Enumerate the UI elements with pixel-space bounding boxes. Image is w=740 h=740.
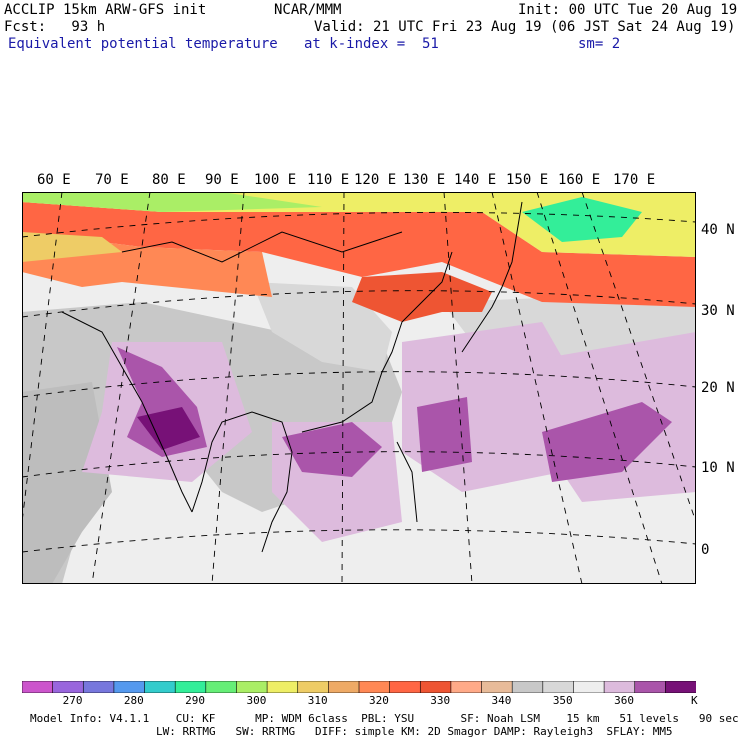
meridian-150e bbox=[536, 192, 663, 584]
parallel-0 bbox=[22, 529, 696, 553]
colorbar-swatch-0 bbox=[22, 681, 54, 693]
colorbar-swatch-15 bbox=[481, 681, 513, 693]
china-coastline bbox=[301, 251, 453, 433]
pacific-convection-band bbox=[542, 402, 672, 482]
bay-coastline bbox=[191, 411, 293, 553]
meridian-90e bbox=[211, 192, 245, 584]
institution-label: NCAR/MMM bbox=[274, 2, 342, 18]
colorbar-swatch-16 bbox=[511, 681, 544, 693]
level-label: at k-index = 51 bbox=[304, 36, 439, 52]
lon-label-1: 70 E bbox=[95, 172, 129, 188]
meridian-160e bbox=[581, 192, 696, 523]
green-cool-band bbox=[22, 192, 322, 212]
colorbar-swatch-5 bbox=[174, 681, 207, 693]
meridian-110e bbox=[341, 192, 345, 584]
colorbar-swatch-19 bbox=[603, 681, 636, 693]
western-orange-patch bbox=[22, 232, 122, 262]
colorbar-swatch-1 bbox=[52, 681, 85, 693]
lon-label-7: 130 E bbox=[403, 172, 446, 188]
colorbar-label-350: 350 bbox=[552, 694, 573, 707]
colorbar-label-340: 340 bbox=[491, 694, 512, 707]
colorbar-swatch-7 bbox=[236, 681, 268, 693]
lon-label-2: 80 E bbox=[152, 172, 186, 188]
south-china-sea-convection bbox=[282, 422, 382, 477]
meridian-70e bbox=[22, 192, 63, 523]
map-frame bbox=[22, 192, 696, 584]
lon-label-0: 60 E bbox=[37, 172, 71, 188]
monsoon-core-dark-purple bbox=[137, 407, 200, 450]
colorbar-label-300: 300 bbox=[246, 694, 267, 707]
colorbar-label-330: 330 bbox=[430, 694, 451, 707]
parallel-20n bbox=[22, 371, 696, 398]
forecast-hour: Fcst: 93 h bbox=[4, 19, 106, 35]
lon-label-5: 110 E bbox=[307, 172, 350, 188]
parallel-10n bbox=[22, 451, 696, 478]
colorbar-swatch-20 bbox=[634, 681, 667, 693]
colorbar bbox=[22, 681, 696, 693]
lat-label-0: 40 N bbox=[701, 222, 735, 238]
colorbar-swatch-17 bbox=[542, 681, 575, 693]
lon-label-4: 100 E bbox=[254, 172, 297, 188]
philippines-coastline bbox=[396, 441, 418, 523]
colorbar-swatch-12 bbox=[389, 681, 422, 693]
cool-air-mass-green bbox=[522, 197, 642, 242]
colorbar-swatch-18 bbox=[573, 681, 605, 693]
lon-label-8: 140 E bbox=[454, 172, 497, 188]
theta-e-map bbox=[22, 192, 696, 584]
meridian-130e bbox=[443, 192, 473, 584]
lat-label-2: 20 N bbox=[701, 380, 735, 396]
colorbar-label-290: 290 bbox=[185, 694, 206, 707]
lon-label-11: 170 E bbox=[613, 172, 656, 188]
smoothing-label: sm= 2 bbox=[578, 36, 621, 52]
colorbar-swatch-14 bbox=[450, 681, 483, 693]
colorbar-swatch-21 bbox=[665, 681, 696, 693]
lat-label-3: 10 N bbox=[701, 460, 735, 476]
model-info-line2: LW: RRTMG SW: RRTMG DIFF: simple KM: 2D … bbox=[156, 725, 673, 738]
red-theta-e-belt bbox=[22, 202, 696, 307]
init-time: Init: 00 UTC Tue 20 Aug 19 bbox=[518, 2, 738, 18]
lat-label-1: 30 N bbox=[701, 303, 735, 319]
colorbar-unit: K bbox=[691, 694, 698, 707]
east-asia-red-belt bbox=[352, 272, 492, 322]
interior-boundaries bbox=[121, 231, 403, 263]
lon-label-6: 120 E bbox=[354, 172, 397, 188]
colorbar-swatch-8 bbox=[266, 681, 299, 693]
colorbar-label-270: 270 bbox=[62, 694, 83, 707]
model-info-line1: Model Info: V4.1.1 CU: KF MP: WDM 6class… bbox=[30, 712, 739, 725]
philippine-sea-convection bbox=[417, 397, 472, 472]
parallel-40n bbox=[22, 211, 696, 238]
china-gray-region bbox=[252, 282, 392, 372]
colorbar-swatch-4 bbox=[144, 681, 176, 693]
valid-time: Valid: 21 UTC Fri 23 Aug 19 (06 JST Sat … bbox=[314, 19, 736, 35]
lon-label-3: 90 E bbox=[205, 172, 239, 188]
colorbar-swatch-2 bbox=[82, 681, 115, 693]
lon-label-9: 150 E bbox=[506, 172, 549, 188]
arabian-sea-gray bbox=[22, 382, 112, 584]
colorbar-label-360: 360 bbox=[614, 694, 634, 707]
lat-label-4: 0 bbox=[701, 542, 710, 558]
lon-label-10: 160 E bbox=[558, 172, 601, 188]
colorbar-swatch-3 bbox=[113, 681, 146, 693]
run-title: ACCLIP 15km ARW-GFS init bbox=[4, 2, 207, 18]
colorbar-swatch-6 bbox=[205, 681, 238, 693]
colorbar-swatch-11 bbox=[358, 681, 391, 693]
field-title: Equivalent potential temperature bbox=[8, 36, 278, 52]
parallel-30n bbox=[22, 290, 696, 318]
colorbar-label-320: 320 bbox=[369, 694, 389, 707]
colorbar-swatch-9 bbox=[297, 681, 330, 693]
colorbar-label-310: 310 bbox=[307, 694, 328, 707]
colorbar-label-280: 280 bbox=[123, 694, 144, 707]
colorbar-swatch-10 bbox=[328, 681, 360, 693]
india-west-coast bbox=[61, 311, 193, 513]
japan-coastline bbox=[461, 201, 523, 353]
colorbar-swatch-13 bbox=[419, 681, 452, 693]
